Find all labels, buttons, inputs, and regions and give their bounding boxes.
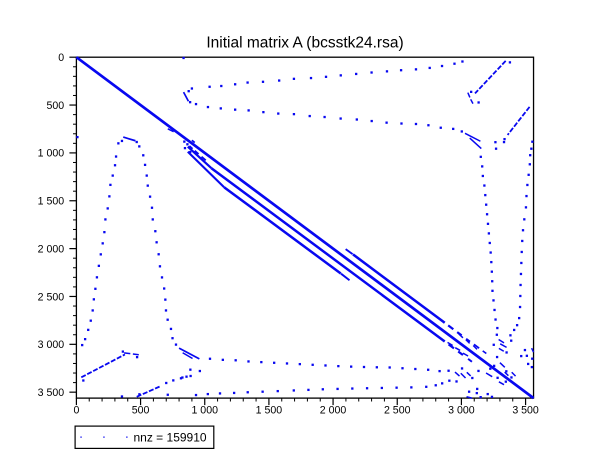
- svg-text:0: 0: [73, 405, 79, 417]
- svg-text:0: 0: [58, 52, 64, 64]
- svg-text:1 500: 1 500: [38, 196, 65, 208]
- svg-text:2 500: 2 500: [38, 291, 65, 303]
- svg-text:3 000: 3 000: [38, 339, 65, 351]
- svg-text:3 000: 3 000: [448, 405, 475, 417]
- svg-text:3 500: 3 500: [38, 387, 65, 399]
- svg-text:500: 500: [47, 100, 65, 112]
- svg-text:Initial matrix A (bcsstk24.rsa: Initial matrix A (bcsstk24.rsa): [206, 35, 403, 52]
- svg-text:1 000: 1 000: [38, 148, 65, 160]
- svg-text:500: 500: [132, 405, 150, 417]
- svg-text:1 000: 1 000: [191, 405, 218, 417]
- svg-text:1 500: 1 500: [256, 405, 283, 417]
- svg-text:2 500: 2 500: [384, 405, 411, 417]
- svg-text:nnz = 159910: nnz = 159910: [134, 431, 207, 445]
- svg-text:3 500: 3 500: [512, 405, 539, 417]
- svg-text:2 000: 2 000: [38, 243, 65, 255]
- svg-text:2 000: 2 000: [320, 405, 347, 417]
